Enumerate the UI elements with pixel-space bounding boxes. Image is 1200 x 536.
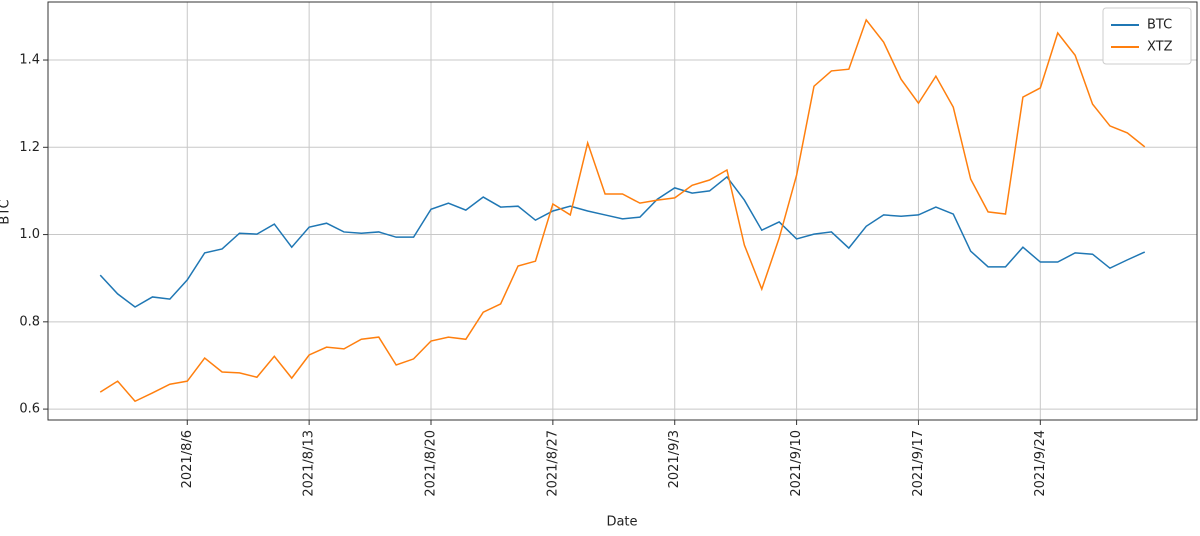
legend-box	[1102, 7, 1192, 65]
y-axis-label: BTC	[0, 199, 13, 224]
legend-label: BTC	[1147, 18, 1172, 33]
plot-frame	[47, 1, 1198, 421]
legend-label: XTZ	[1147, 40, 1173, 55]
series-line	[99, 18, 1146, 403]
x-axis-label: Date	[606, 515, 637, 530]
y-tick-label: 1.2	[19, 140, 40, 155]
x-tick-label: 2021/9/17	[911, 430, 926, 497]
x-tick-label: 2021/9/24	[1033, 430, 1048, 497]
legend: BTC XTZ	[1102, 7, 1192, 65]
x-tick-label: 2021/8/6	[180, 430, 195, 488]
x-tick-label: 2021/8/20	[424, 430, 439, 497]
x-tick-label: 2021/9/3	[667, 430, 682, 488]
x-tick-label: 2021/9/10	[789, 430, 804, 497]
y-tick-label: 1.4	[19, 53, 40, 68]
series-line	[99, 175, 1146, 308]
x-tick-label: 2021/8/13	[302, 430, 317, 497]
x-tick-label: 2021/8/27	[545, 430, 560, 497]
y-tick-label: 1.0	[19, 227, 40, 242]
y-tick-label: 0.8	[19, 314, 40, 329]
y-tick-label: 0.6	[19, 402, 40, 417]
